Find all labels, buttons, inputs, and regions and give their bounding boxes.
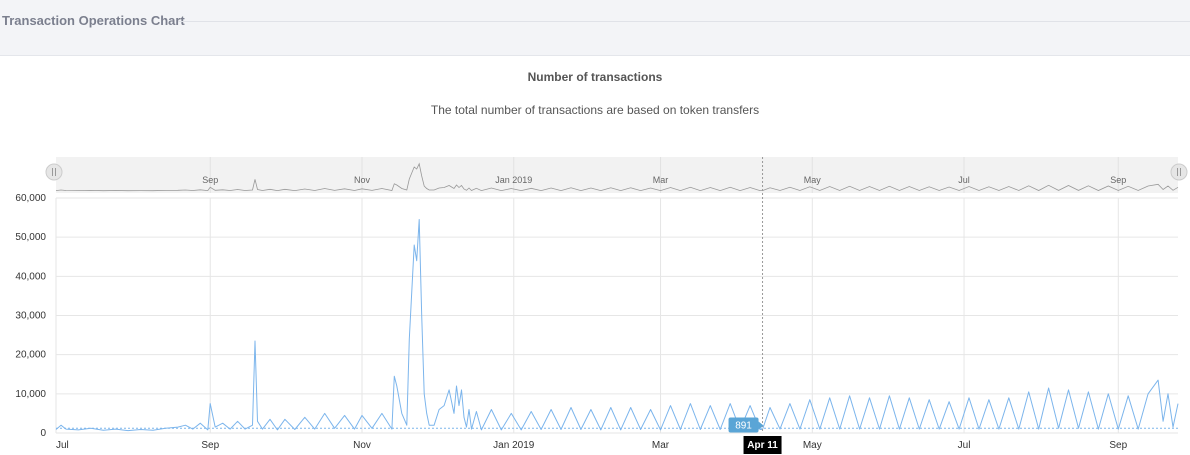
tooltip-layer: 891 Apr 11 [728, 157, 782, 454]
navigator-tick-label: Sep [1110, 175, 1126, 185]
x-tick-label: May [803, 440, 822, 451]
y-tick-label: 50,000 [15, 232, 46, 243]
chart-title: Number of transactions [527, 70, 663, 84]
series-layer [55, 219, 1179, 432]
panel-divider [178, 21, 1190, 22]
y-tick-label: 0 [40, 428, 46, 439]
panel-header: Transaction Operations Chart [0, 0, 1190, 56]
x-tick-label: Jul [958, 440, 971, 451]
range-navigator[interactable]: Sep Nov Jan 2019 Mar May Jul Sep [45, 157, 1188, 193]
y-tick-label: 10,000 [15, 389, 46, 400]
navigator-handle-left[interactable] [45, 163, 63, 181]
x-tick-label: Sep [1109, 440, 1127, 451]
navigator-tick-label: Jan 2019 [495, 175, 532, 185]
navigator-tick-label: May [804, 175, 822, 185]
chart-axes: 0 10,000 20,000 30,000 40,000 50,000 60,000 Jul… [15, 193, 1127, 451]
navigator-tick-label: Sep [202, 175, 218, 185]
tooltip-date-badge: Apr 11 [743, 436, 782, 454]
tooltip-date-label: Apr 11 [747, 440, 778, 451]
x-tick-label: Nov [353, 440, 371, 451]
series-line[interactable] [55, 219, 1179, 432]
navigator-background [56, 157, 1178, 193]
chart-subtitle: The total number of transactions are bas… [430, 103, 760, 117]
tooltip-value-label: 891 [735, 421, 752, 432]
chart-grid [55, 197, 1178, 434]
y-tick-label: 40,000 [15, 271, 46, 282]
navigator-tick-label: Nov [354, 175, 371, 185]
x-tick-label: Jan 2019 [493, 440, 535, 451]
y-tick-label: 60,000 [15, 193, 46, 204]
x-tick-label: Jul [56, 440, 69, 451]
y-tick-label: 20,000 [15, 350, 46, 361]
panel-title: Transaction Operations Chart [2, 13, 185, 28]
y-tick-label: 30,000 [15, 311, 46, 322]
tooltip-value-badge: 891 [728, 417, 764, 433]
x-tick-label: Sep [201, 440, 219, 451]
navigator-tick-label: Mar [653, 175, 669, 185]
x-tick-label: Mar [652, 440, 670, 451]
navigator-handle-right[interactable] [1170, 163, 1188, 181]
navigator-series [55, 162, 1179, 192]
navigator-tick-label: Jul [958, 175, 970, 185]
